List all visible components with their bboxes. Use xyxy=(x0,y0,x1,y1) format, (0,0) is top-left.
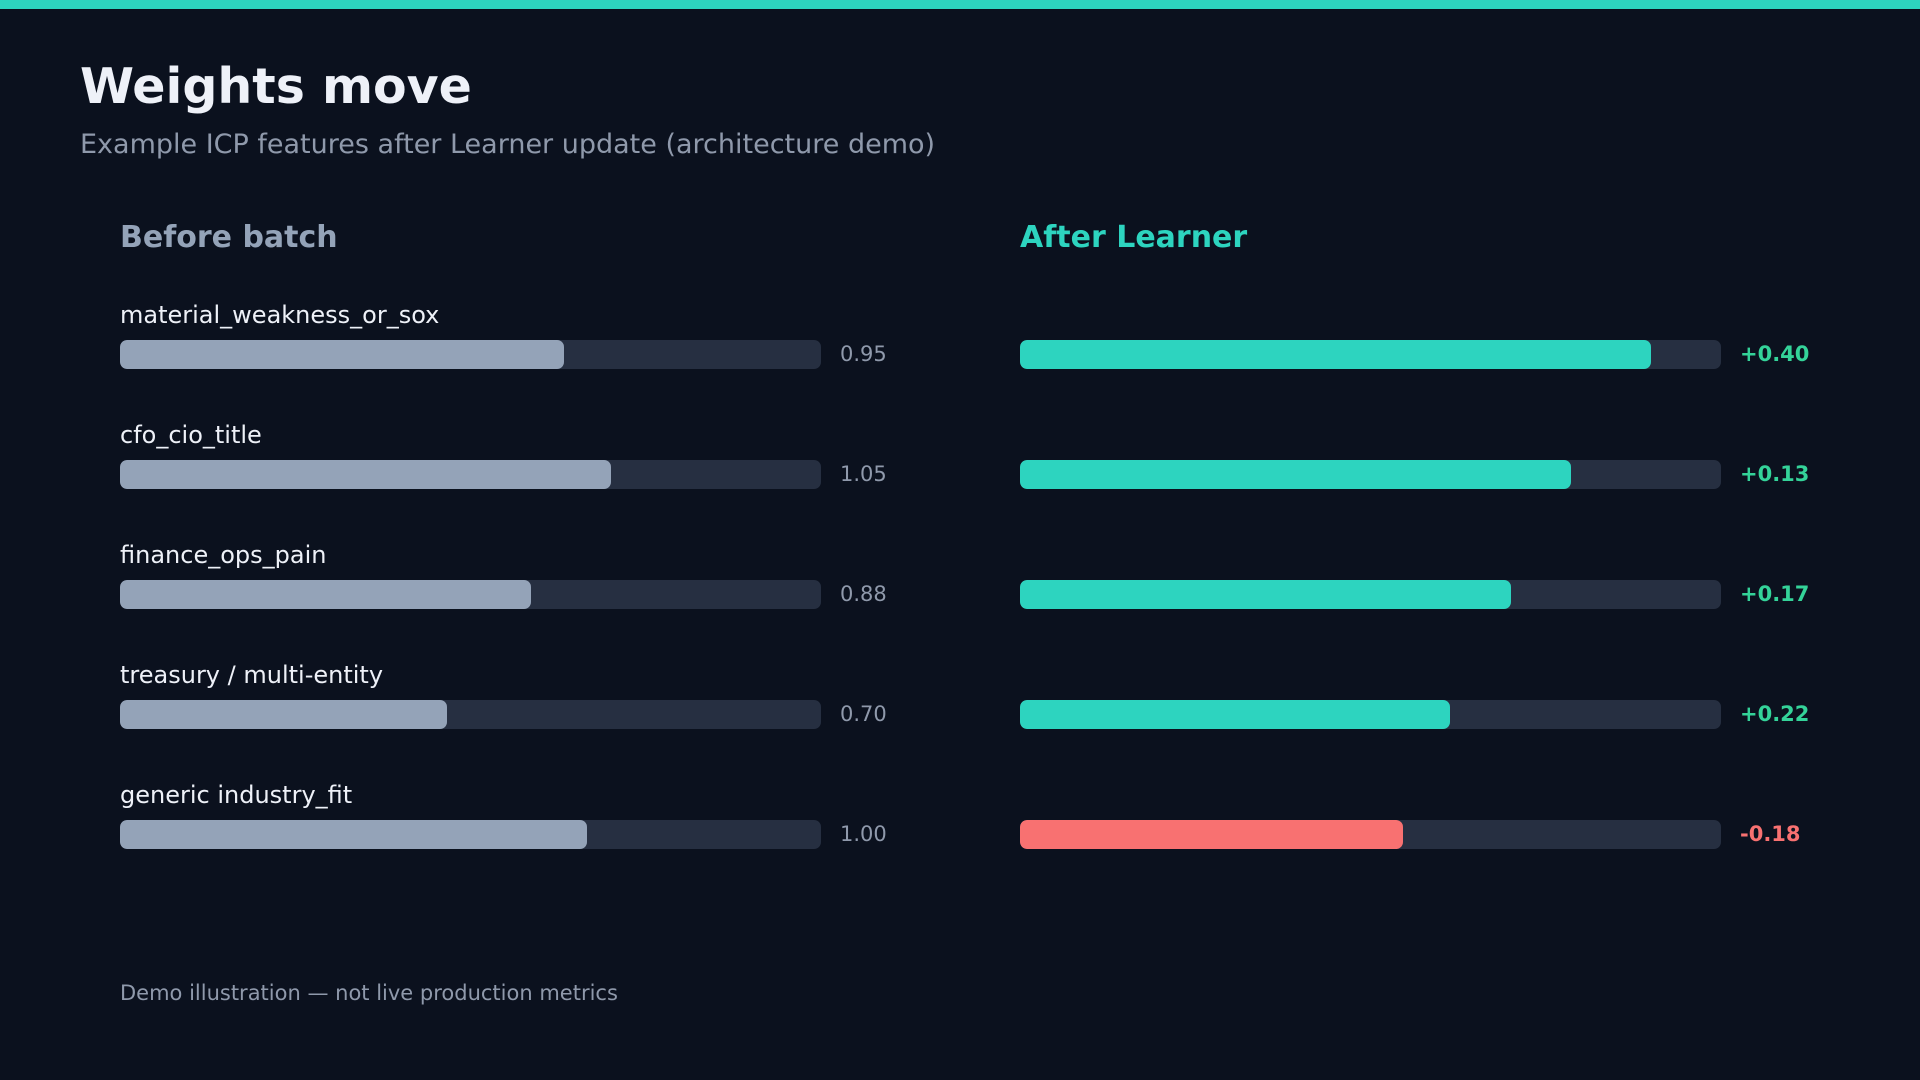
after-bar xyxy=(1020,820,1403,849)
before-value-label: 0.88 xyxy=(840,582,887,606)
after-bar xyxy=(1020,340,1651,369)
feature-label: finance_ops_pain xyxy=(120,541,327,569)
before-bar xyxy=(120,580,531,609)
feature-label: generic industry_fit xyxy=(120,781,353,809)
after-bar xyxy=(1020,580,1511,609)
before-bar-track xyxy=(120,460,821,489)
accent-top-bar xyxy=(0,0,1920,9)
delta-value-label: +0.22 xyxy=(1740,702,1810,726)
before-bar xyxy=(120,820,587,849)
delta-value-label: +0.17 xyxy=(1740,582,1810,606)
before-bar xyxy=(120,460,611,489)
feature-label: treasury / multi-entity xyxy=(120,661,384,689)
delta-value-label: +0.13 xyxy=(1740,462,1810,486)
after-column-heading: After Learner xyxy=(1020,220,1248,255)
before-bar-track xyxy=(120,820,821,849)
before-bar-track xyxy=(120,580,821,609)
delta-value-label: +0.40 xyxy=(1740,342,1810,366)
before-value-label: 1.00 xyxy=(840,822,887,846)
before-bar-track xyxy=(120,700,821,729)
after-bar-track xyxy=(1020,700,1721,729)
after-bar-track xyxy=(1020,820,1721,849)
before-bar-track xyxy=(120,340,821,369)
page-subtitle: Example ICP features after Learner updat… xyxy=(80,129,936,160)
after-bar-track xyxy=(1020,340,1721,369)
delta-value-label: -0.18 xyxy=(1740,822,1801,846)
after-bar-track xyxy=(1020,580,1721,609)
before-value-label: 0.95 xyxy=(840,342,887,366)
footnote: Demo illustration — not live production … xyxy=(120,981,618,1005)
feature-label: cfo_cio_title xyxy=(120,421,262,449)
after-bar xyxy=(1020,460,1571,489)
after-bar xyxy=(1020,700,1450,729)
before-bar xyxy=(120,700,447,729)
before-value-label: 1.05 xyxy=(840,462,887,486)
page-title: Weights move xyxy=(80,58,472,115)
before-value-label: 0.70 xyxy=(840,702,887,726)
after-bar-track xyxy=(1020,460,1721,489)
feature-label: material_weakness_or_sox xyxy=(120,301,440,329)
before-bar xyxy=(120,340,564,369)
before-column-heading: Before batch xyxy=(120,220,338,255)
